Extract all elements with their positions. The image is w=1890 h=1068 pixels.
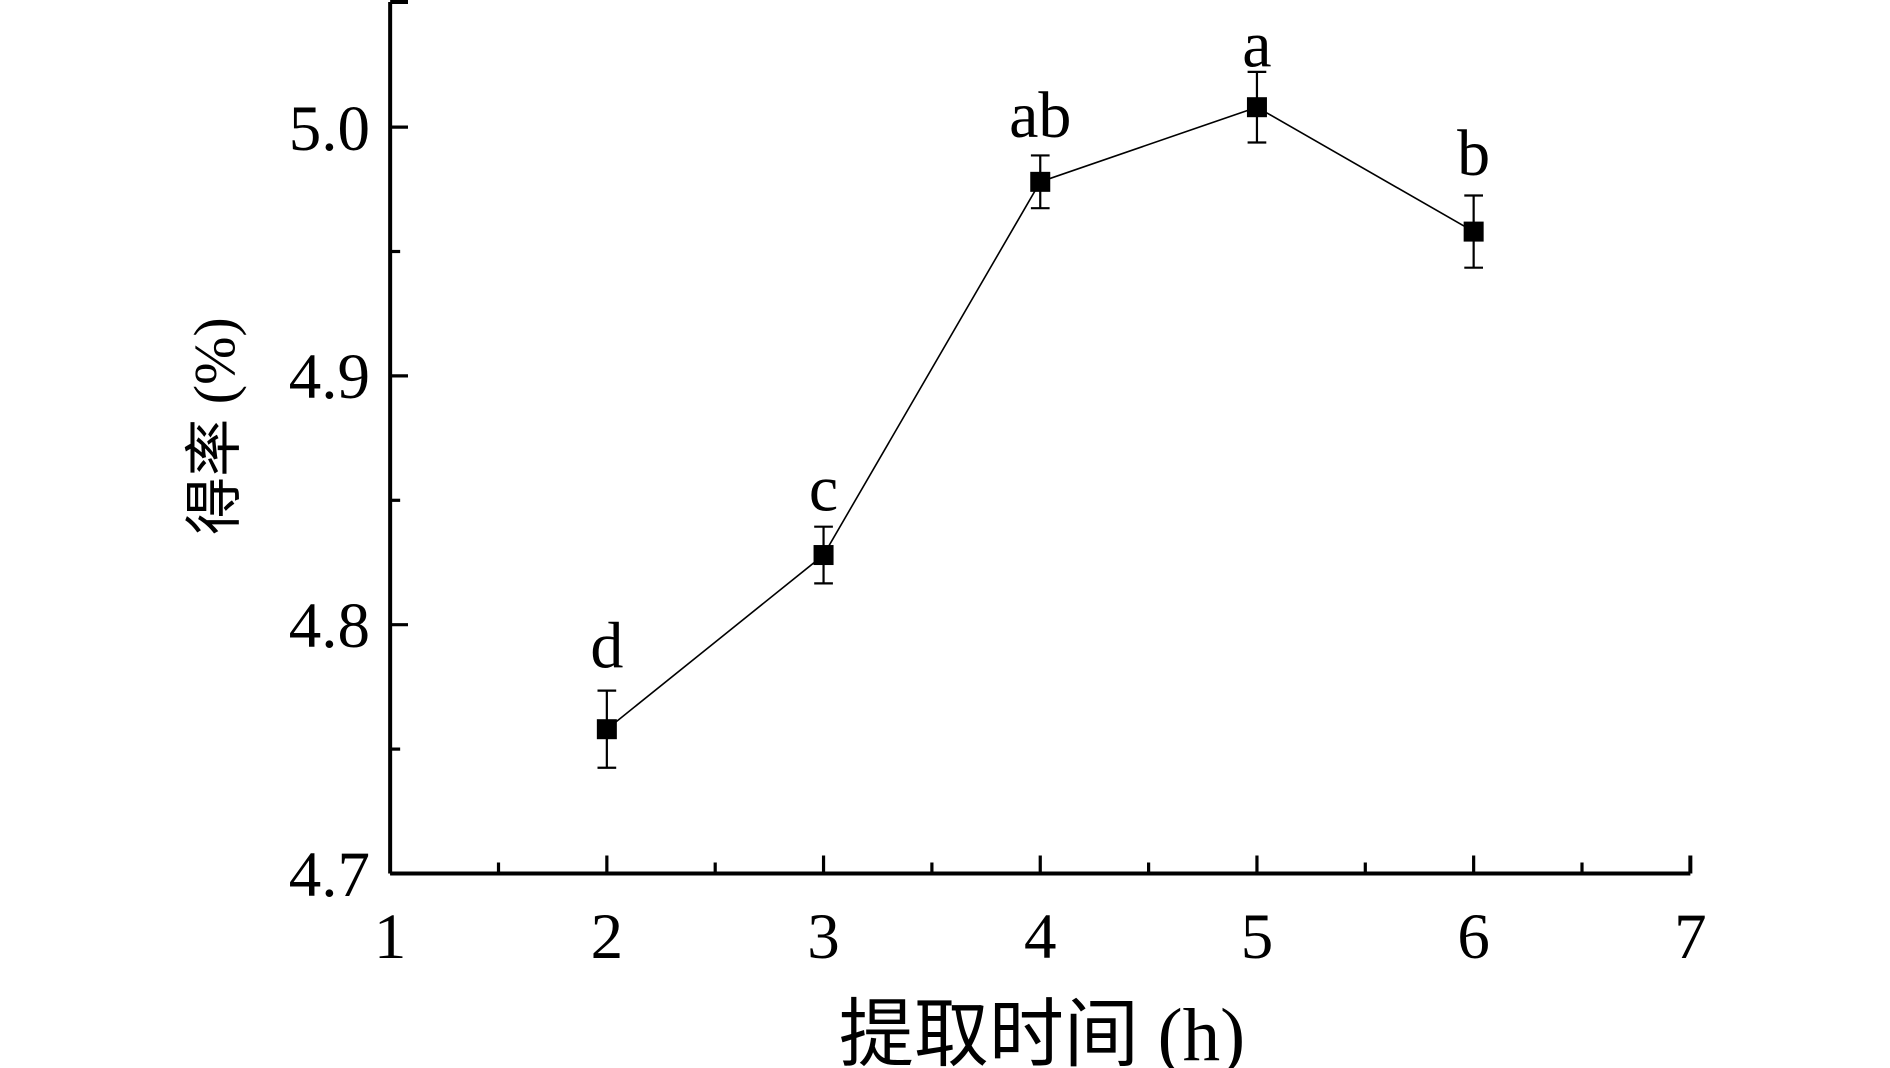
svg-text:d: d [590, 610, 623, 683]
svg-text:c: c [809, 452, 838, 525]
svg-text:得率 (%): 得率 (%) [182, 317, 247, 534]
svg-text:4.9: 4.9 [289, 341, 370, 413]
svg-text:4.8: 4.8 [289, 590, 370, 662]
svg-text:提取时间 (h): 提取时间 (h) [839, 994, 1245, 1068]
svg-text:7: 7 [1674, 901, 1707, 973]
svg-text:4.7: 4.7 [289, 839, 370, 911]
svg-text:4: 4 [1024, 901, 1057, 973]
svg-text:a: a [1242, 8, 1271, 81]
svg-text:3: 3 [807, 901, 840, 973]
svg-text:6: 6 [1457, 901, 1490, 973]
svg-text:5.0: 5.0 [289, 93, 370, 165]
svg-text:1: 1 [374, 901, 407, 973]
svg-text:ab: ab [1009, 79, 1071, 152]
svg-text:2: 2 [591, 901, 624, 973]
svg-text:b: b [1457, 117, 1490, 190]
svg-text:5: 5 [1241, 901, 1274, 973]
